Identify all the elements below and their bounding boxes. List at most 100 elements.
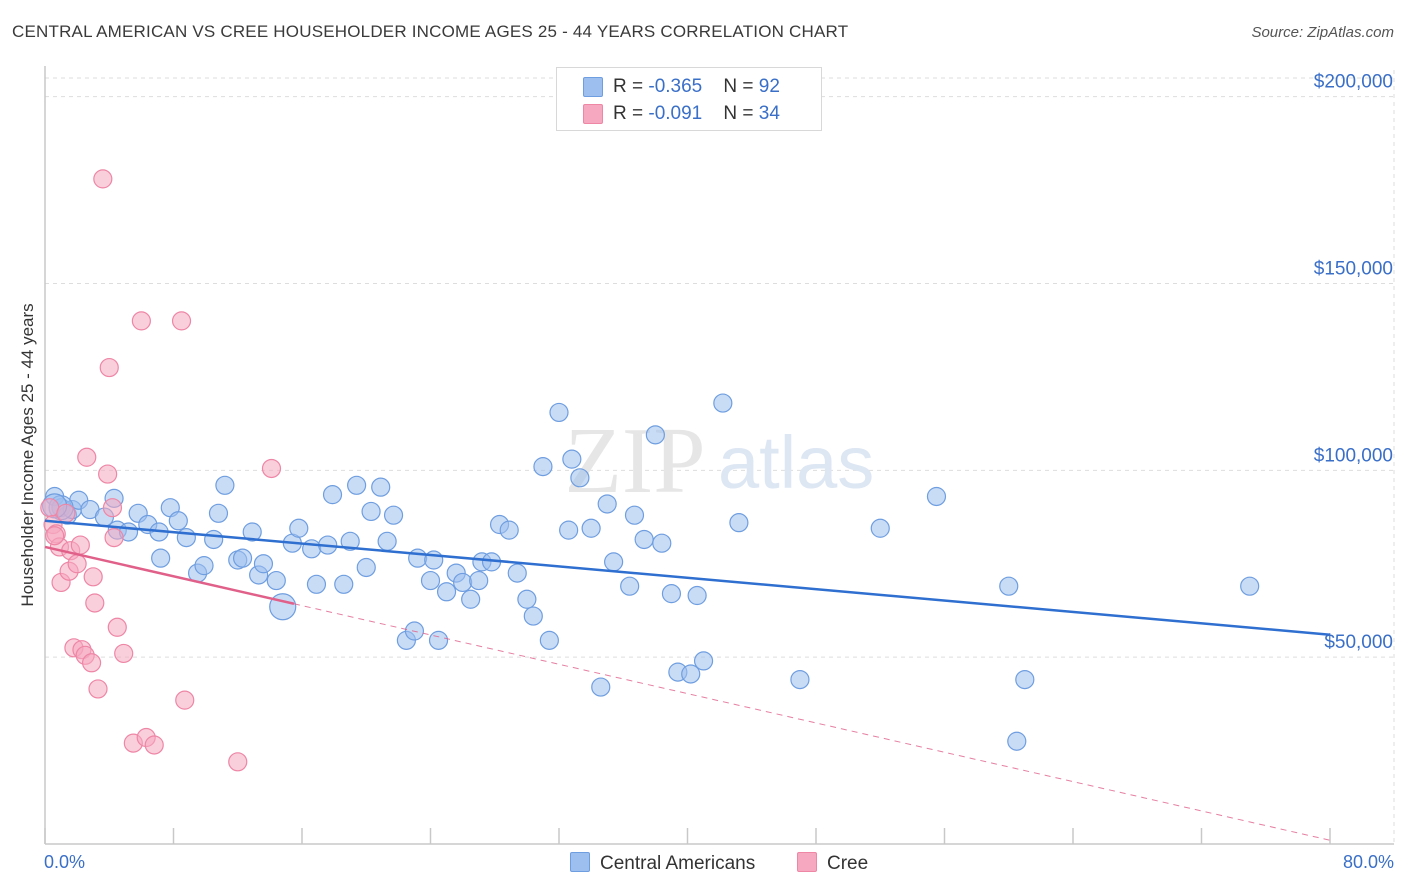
y-axis-label: Householder Income Ages 25 - 44 years	[18, 303, 37, 607]
central-americans-point	[870, 518, 890, 538]
watermark-atlas: atlas	[718, 421, 874, 504]
central-americans-point	[408, 548, 428, 568]
cree-point	[261, 458, 282, 479]
central-americans-point	[420, 570, 441, 591]
legend-item-cree: Cree	[797, 852, 868, 875]
watermark-zip: ZIP	[565, 409, 706, 513]
central-americans-point	[645, 425, 665, 445]
central-americans-point	[306, 574, 327, 594]
cree-point	[77, 447, 97, 467]
central-americans-point	[507, 563, 527, 583]
central-americans-point	[383, 505, 404, 525]
cree-point	[171, 311, 192, 331]
central-americans-point	[1015, 669, 1035, 690]
cree-trend-line-extension	[293, 603, 1331, 841]
central-americans-point	[302, 539, 322, 559]
central-americans-point	[232, 548, 253, 568]
central-americans-point	[1007, 731, 1027, 751]
cree-point	[81, 653, 102, 673]
central-americans-point	[926, 486, 947, 507]
central-americans-point	[562, 449, 582, 469]
central-americans-point	[377, 531, 397, 551]
legend-item-central-americans: Central Americans	[570, 852, 755, 875]
cree-point	[56, 503, 76, 523]
legend-swatch-pink	[583, 104, 603, 124]
cree-point	[99, 357, 119, 378]
central-americans-point	[597, 494, 617, 514]
source-credit: Source: ZipAtlas.com	[1251, 24, 1394, 41]
cree-points	[40, 169, 282, 772]
central-americans-point	[428, 630, 449, 650]
central-americans-point	[334, 574, 354, 594]
central-americans-point	[499, 520, 519, 540]
central-americans-point	[539, 630, 559, 650]
central-americans-point	[634, 529, 654, 550]
central-americans-point	[168, 511, 188, 531]
cree-point	[70, 535, 90, 555]
central-americans-point	[624, 505, 645, 525]
legend-swatch-blue	[570, 852, 590, 872]
central-americans-point	[347, 475, 367, 495]
central-americans-point	[356, 557, 376, 578]
central-americans-point	[687, 585, 707, 606]
central-americans-point	[652, 533, 672, 553]
central-americans-point	[469, 570, 489, 591]
r-value: -0.091	[648, 103, 703, 124]
central-americans-point	[208, 503, 229, 523]
central-americans-point	[253, 554, 274, 574]
cree-point	[85, 593, 105, 613]
cree-point	[88, 679, 108, 699]
central-americans-point	[999, 576, 1019, 596]
legend-label: Central Americans	[600, 853, 756, 874]
n-value: 34	[758, 103, 780, 124]
central-americans-point	[693, 651, 714, 671]
cree-point	[45, 526, 65, 546]
central-americans-point	[604, 552, 624, 572]
r-value: -0.365	[648, 76, 703, 97]
central-americans-point	[215, 475, 235, 495]
central-americans-point	[661, 584, 682, 604]
central-americans-point	[340, 531, 360, 551]
y-tick-labels: $50,000 $100,000 $150,000 $200,000	[1314, 72, 1393, 653]
x-axis-min-label: 0.0%	[44, 852, 86, 872]
r-label: R =	[613, 103, 649, 124]
trend-lines	[44, 519, 1331, 841]
cree-point	[40, 498, 60, 518]
central-americans-point	[533, 457, 553, 477]
cree-point	[228, 752, 248, 772]
chart-title: CENTRAL AMERICAN VS CREE HOUSEHOLDER INC…	[12, 22, 849, 41]
central-americans-point	[361, 501, 381, 522]
central-americans-point	[790, 669, 810, 690]
central-americans-point	[517, 589, 537, 609]
cree-point	[104, 527, 124, 548]
central-americans-point	[322, 485, 343, 505]
central-americans-point	[1240, 576, 1260, 596]
central-americans-point	[681, 664, 701, 684]
central-americans-point	[729, 513, 749, 533]
cree-point	[107, 617, 127, 637]
cree-point	[144, 735, 164, 755]
central-americans-point	[581, 518, 601, 538]
central-americans-point	[266, 570, 286, 591]
central-americans-point	[176, 527, 196, 548]
central-americans-point	[549, 402, 569, 423]
cree-point	[83, 567, 103, 587]
cree-point	[102, 498, 123, 518]
central-americans-point	[559, 520, 579, 540]
cree-point	[175, 690, 195, 710]
central-americans-trend-line	[44, 519, 1331, 636]
central-americans-point	[151, 548, 171, 568]
legend-swatch-blue	[583, 77, 603, 97]
central-americans-point	[523, 606, 543, 626]
cree-point	[93, 169, 113, 189]
y-tick-label: $200,000	[1314, 72, 1393, 93]
n-value: 92	[758, 76, 780, 97]
central-americans-point	[204, 529, 224, 550]
central-americans-point	[436, 582, 457, 602]
central-americans-point	[570, 468, 590, 488]
axes	[44, 66, 1394, 845]
y-tick-label: $150,000	[1314, 259, 1393, 280]
central-americans-point	[461, 589, 481, 609]
correlation-legend: R = -0.365 N = 92 R = -0.091 N = 34	[556, 67, 822, 131]
central-americans-point	[620, 576, 640, 596]
